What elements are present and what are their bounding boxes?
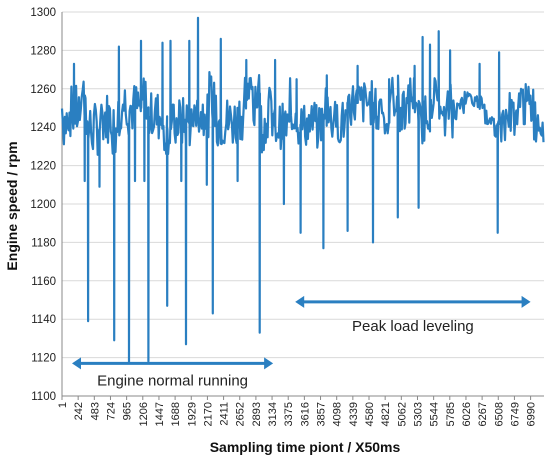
x-tick-label: 1929 [186, 402, 198, 426]
x-tick-label: 4339 [348, 402, 360, 426]
y-tick-label: 1100 [31, 391, 56, 403]
x-tick-label: 965 [122, 402, 134, 420]
x-tick-label: 5785 [445, 402, 457, 426]
x-tick-label: 3857 [316, 402, 328, 426]
x-axis-ticks: 1 242 483 724 965 1206 1447 1688 1929 2170 2411 265… [57, 396, 538, 426]
x-tick-label: 1688 [170, 402, 182, 426]
x-tick-label: 6749 [509, 402, 521, 426]
arrow-head [521, 295, 531, 308]
x-tick-label: 4580 [364, 402, 376, 426]
y-tick-label: 1240 [30, 122, 56, 134]
annotation-label: Peak load leveling [352, 318, 474, 335]
x-tick-label: 5062 [396, 402, 408, 426]
y-tick-label: 1200 [30, 199, 56, 211]
annotations: Engine normal running Peak load leveling [72, 295, 531, 389]
x-tick-label: 3134 [267, 402, 279, 426]
x-tick-label: 2652 [235, 402, 247, 426]
y-axis-title: Engine speed / rpm [4, 141, 20, 270]
y-tick-label: 1260 [30, 84, 56, 96]
arrow-head [264, 357, 274, 370]
x-tick-label: 5544 [429, 402, 441, 426]
y-tick-label: 1120 [31, 353, 56, 365]
gridlines [62, 11, 544, 397]
arrow-head [72, 357, 81, 370]
x-tick-label: 724 [105, 402, 117, 420]
engine-speed-series-line [60, 16, 545, 365]
x-tick-label: 3616 [299, 402, 311, 426]
y-tick-label: 1160 [31, 276, 56, 288]
x-tick-label: 242 [73, 402, 85, 420]
x-tick-label: 3375 [283, 402, 295, 426]
x-tick-label: 6026 [461, 402, 473, 426]
x-tick-label: 6990 [526, 402, 538, 426]
arrow-head [295, 295, 305, 308]
x-tick-label: 1206 [138, 402, 150, 426]
x-tick-label: 5303 [412, 402, 424, 426]
x-tick-label: 1447 [154, 402, 166, 426]
y-axis-ticks: 1100 1120 1140 1160 1180 1200 1220 1240 1260 1280… [30, 7, 56, 403]
x-tick-label: 2411 [219, 402, 231, 426]
x-tick-label: 483 [89, 402, 101, 420]
x-tick-label: 6508 [493, 402, 505, 426]
y-tick-label: 1140 [31, 314, 56, 326]
x-tick-label: 6267 [477, 402, 489, 426]
x-tick-label: 2893 [251, 402, 263, 426]
y-tick-label: 1220 [30, 161, 56, 173]
y-tick-label: 1280 [30, 45, 56, 57]
y-tick-label: 1180 [31, 237, 56, 249]
series-layer [60, 16, 545, 365]
x-tick-label: 4098 [332, 402, 344, 426]
annotation-label: Engine normal running [97, 372, 248, 389]
x-tick-label: 4821 [380, 402, 392, 426]
x-tick-label: 2170 [202, 402, 214, 426]
x-tick-label: 1 [57, 402, 69, 408]
x-axis-title: Sampling time piont / X50ms [210, 439, 401, 455]
axes [61, 12, 544, 397]
y-tick-label: 1300 [30, 7, 56, 19]
